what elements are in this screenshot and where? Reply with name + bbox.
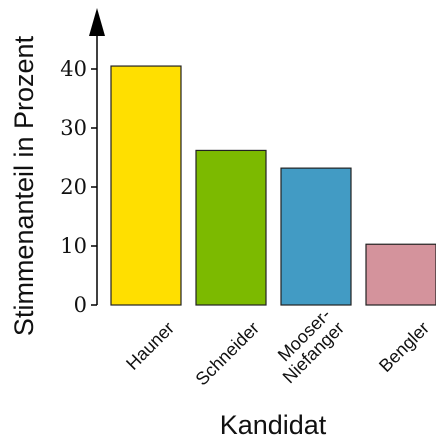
- x-tick-label-schneider: Schneider: [192, 318, 263, 389]
- bar-hauner: [110, 65, 182, 306]
- y-ticks-group: 0 10 20 30 40: [60, 57, 97, 317]
- x-tick-labels-group: Hauner Schneider Mooser-Niefanger Bengler: [122, 304, 433, 389]
- bars-group: [110, 65, 436, 306]
- x-tick-label-mooser-niefanger: Mooser-Niefanger: [274, 304, 348, 387]
- y-axis-arrowhead: [89, 8, 105, 36]
- y-tick-label: 30: [60, 116, 87, 140]
- bar-mooser-niefanger: [280, 167, 352, 306]
- y-tick-label: 10: [60, 234, 87, 258]
- x-tick-label-line: Schneider: [192, 318, 263, 389]
- x-axis-title: Kandidat: [220, 410, 327, 437]
- x-tick-label-hauner: Hauner: [122, 318, 178, 374]
- y-tick-label: 0: [74, 293, 87, 317]
- bar-schneider: [195, 149, 267, 306]
- y-axis-title: Stimmenanteil in Prozent: [9, 35, 39, 336]
- x-tick-label-line: Hauner: [122, 318, 178, 374]
- bar-bengler: [365, 243, 436, 306]
- y-tick-label: 20: [60, 175, 87, 199]
- x-tick-label-bengler: Bengler: [375, 318, 433, 376]
- y-tick-label: 40: [60, 57, 87, 81]
- x-tick-label-line: Bengler: [375, 318, 433, 376]
